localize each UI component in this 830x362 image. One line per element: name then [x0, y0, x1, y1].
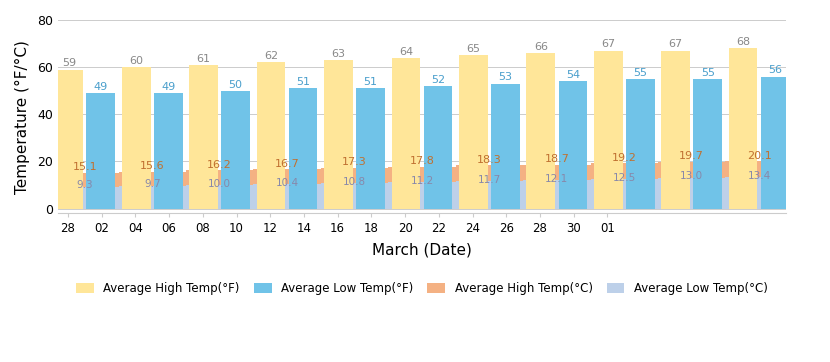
Bar — [321, 168, 388, 209]
Text: 66: 66 — [534, 42, 548, 52]
Bar — [392, 58, 420, 209]
Bar — [526, 53, 555, 209]
Text: 59: 59 — [61, 58, 76, 68]
Text: 18.3: 18.3 — [477, 155, 502, 165]
Bar — [253, 184, 321, 209]
Text: 54: 54 — [566, 70, 580, 80]
Text: 15.6: 15.6 — [140, 161, 164, 171]
Bar — [222, 91, 250, 209]
Text: 11.7: 11.7 — [478, 174, 501, 185]
Bar — [154, 93, 183, 209]
Text: 55: 55 — [701, 68, 715, 78]
Text: 56: 56 — [768, 66, 782, 75]
Text: 13.0: 13.0 — [680, 172, 703, 181]
Bar — [456, 165, 523, 209]
Text: 53: 53 — [498, 72, 512, 83]
Text: 9.7: 9.7 — [144, 179, 160, 189]
Bar — [590, 179, 658, 209]
Text: 65: 65 — [466, 44, 481, 54]
Bar — [86, 93, 115, 209]
Text: 19.7: 19.7 — [679, 151, 704, 161]
Text: 10.4: 10.4 — [276, 178, 299, 188]
Text: 62: 62 — [264, 51, 278, 61]
Text: 12.1: 12.1 — [545, 174, 569, 184]
Bar — [122, 67, 150, 209]
Bar — [119, 172, 186, 209]
Text: 67: 67 — [669, 39, 683, 50]
Bar — [594, 51, 622, 209]
Bar — [559, 81, 587, 209]
Text: 12.5: 12.5 — [613, 173, 636, 183]
Bar — [662, 51, 690, 209]
Bar — [253, 169, 321, 209]
Bar — [523, 180, 590, 209]
Bar — [456, 181, 523, 209]
Y-axis label: Temperature (°F/°C): Temperature (°F/°C) — [15, 40, 30, 194]
Bar — [186, 171, 253, 209]
Text: 17.8: 17.8 — [409, 156, 434, 166]
Text: 60: 60 — [129, 56, 144, 66]
Text: 64: 64 — [399, 47, 413, 56]
Text: 17.3: 17.3 — [342, 157, 367, 167]
Text: 67: 67 — [601, 39, 615, 50]
Text: 49: 49 — [94, 82, 108, 92]
Text: 11.2: 11.2 — [410, 176, 433, 186]
Text: 20.1: 20.1 — [747, 151, 772, 160]
Text: 19.2: 19.2 — [612, 153, 637, 163]
Bar — [523, 164, 590, 209]
Text: 61: 61 — [197, 54, 211, 64]
Text: 50: 50 — [229, 80, 242, 89]
Text: 10.8: 10.8 — [343, 177, 366, 187]
Text: 63: 63 — [331, 49, 345, 59]
Bar — [289, 88, 317, 209]
Text: 68: 68 — [736, 37, 750, 47]
Bar — [189, 65, 218, 209]
Bar — [658, 162, 725, 209]
Bar — [590, 163, 658, 209]
Text: 16.2: 16.2 — [208, 160, 232, 170]
Text: 10.0: 10.0 — [208, 178, 232, 189]
Text: 51: 51 — [296, 77, 310, 87]
Legend: Average High Temp(°F), Average Low Temp(°F), Average High Temp(°C), Average Low : Average High Temp(°F), Average Low Temp(… — [71, 277, 773, 300]
Text: 49: 49 — [161, 82, 175, 92]
Bar — [459, 55, 488, 209]
Bar — [725, 177, 793, 209]
Bar — [761, 77, 789, 209]
Bar — [725, 161, 793, 209]
Bar — [186, 185, 253, 209]
Text: 55: 55 — [633, 68, 647, 78]
Text: 18.7: 18.7 — [544, 154, 569, 164]
Text: 13.4: 13.4 — [748, 171, 771, 181]
Bar — [51, 187, 119, 209]
Bar — [693, 79, 722, 209]
Bar — [388, 182, 456, 209]
Bar — [119, 186, 186, 209]
Bar — [423, 86, 452, 209]
Bar — [256, 62, 286, 209]
Bar — [626, 79, 655, 209]
Bar — [55, 70, 83, 209]
Bar — [729, 48, 758, 209]
Bar — [51, 173, 119, 209]
Bar — [388, 167, 456, 209]
Bar — [658, 178, 725, 209]
Text: 51: 51 — [364, 77, 378, 87]
Text: 15.1: 15.1 — [72, 162, 97, 172]
Bar — [491, 84, 520, 209]
Bar — [356, 88, 385, 209]
Bar — [325, 60, 353, 209]
Text: 52: 52 — [431, 75, 445, 85]
Bar — [321, 183, 388, 209]
Text: 16.7: 16.7 — [275, 159, 300, 169]
X-axis label: March (Date): March (Date) — [372, 242, 472, 257]
Text: 9.3: 9.3 — [76, 180, 93, 190]
